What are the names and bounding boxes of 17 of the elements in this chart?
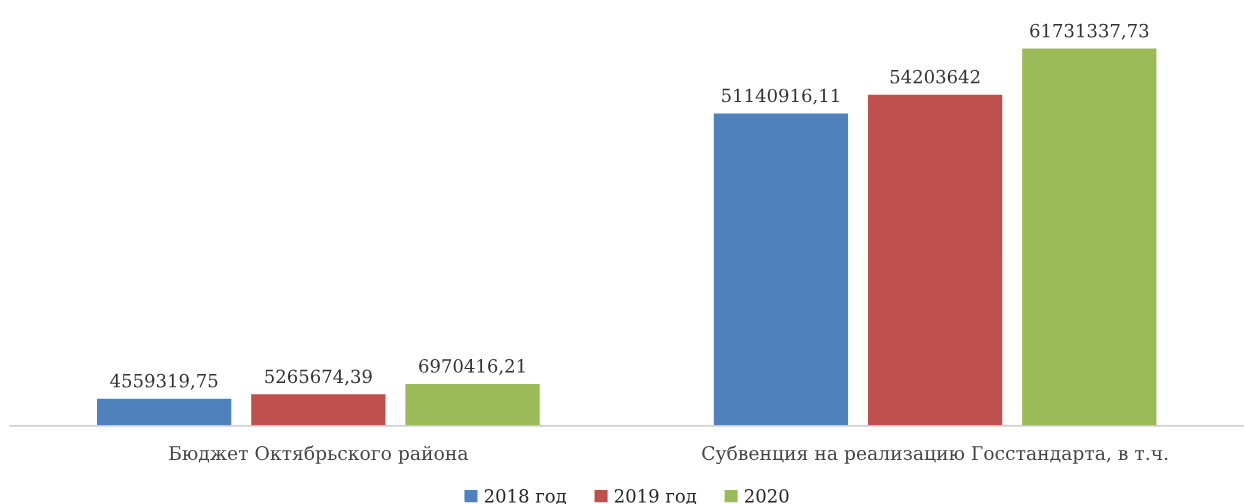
data-label: 61731337,73 xyxy=(1030,23,1149,40)
data-label: 4559319,75 xyxy=(110,373,218,390)
legend-label: 2018 год xyxy=(484,489,567,504)
bar xyxy=(712,112,850,426)
legend-label: 2020 xyxy=(745,489,789,503)
bar xyxy=(95,397,233,426)
bar xyxy=(1020,47,1158,426)
data-label: 5265674,39 xyxy=(265,369,372,386)
bar xyxy=(249,392,387,426)
data-label: 6970416,21 xyxy=(419,359,525,375)
bar xyxy=(866,93,1004,426)
data-label: 51140916,11 xyxy=(722,88,839,105)
data-label: 54203642 xyxy=(890,69,980,84)
x-tick-label: Бюджет Октябрьского района xyxy=(169,445,468,464)
bar xyxy=(404,382,542,426)
x-tick-label: Субвенция на реализацию Госстандарта, в т.ч. xyxy=(702,445,1168,465)
legend-label: 2019 год xyxy=(614,489,697,504)
